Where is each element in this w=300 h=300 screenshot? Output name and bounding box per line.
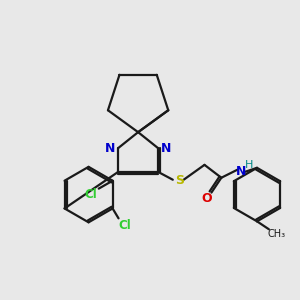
Text: H: H: [245, 160, 253, 170]
Text: S: S: [175, 174, 184, 187]
Text: CH₃: CH₃: [268, 229, 286, 239]
Text: N: N: [161, 142, 171, 154]
Text: N: N: [236, 165, 246, 178]
Text: Cl: Cl: [84, 188, 97, 201]
Text: N: N: [105, 142, 116, 154]
Text: O: O: [201, 192, 212, 205]
Text: Cl: Cl: [118, 219, 131, 232]
